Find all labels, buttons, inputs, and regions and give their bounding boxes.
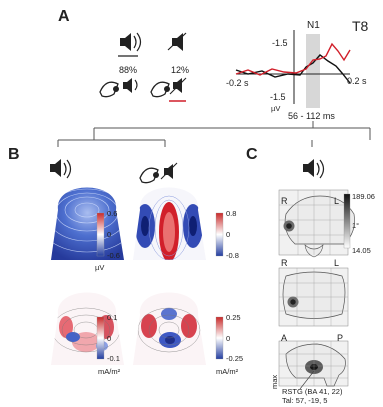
erp-title: N1: [307, 20, 320, 31]
speaker-icon: [120, 32, 142, 52]
erp-plot: [235, 30, 351, 108]
colorbar-d: [215, 316, 224, 360]
side-max-label: max: [270, 374, 279, 389]
speaker-muted-icon: [167, 32, 187, 51]
grayscale-bar: [343, 193, 351, 249]
slice-left-label: L: [334, 196, 340, 206]
n1-time-window: [306, 34, 320, 108]
erp-window-label: 56 - 112 ms: [288, 111, 335, 121]
brain-slice-axial: [278, 189, 355, 258]
erp-y-top: -1.5: [272, 38, 288, 48]
brain-slice-coronal: [278, 267, 349, 327]
colorbar-d-min: -0.25: [226, 354, 244, 363]
slice-right-label-2: R: [281, 258, 288, 268]
panel-a-label: A: [58, 8, 70, 25]
colorbar-b: [215, 212, 224, 257]
source-coords-label: Tal: 57, -19, 5: [282, 396, 328, 405]
speaker-icon: [303, 159, 325, 179]
colorbar-c-mid: 0: [107, 334, 112, 343]
colorbar-a-unit: µV: [95, 263, 105, 272]
speaker-icon: [50, 159, 72, 179]
panel-b-label: B: [8, 146, 20, 163]
gray-scale-max: 189.06: [352, 192, 375, 201]
colorbar-a-min: -0.6: [107, 251, 120, 260]
colorbar-b-mid: 0: [226, 230, 231, 239]
condition-tree: [57, 121, 371, 147]
callout-line: [299, 370, 315, 390]
topomap-sound-source: [51, 292, 124, 365]
topomap-omission-uv: [133, 187, 206, 260]
colorbar-c: [96, 316, 105, 360]
colorbar-b-max: 0.8: [226, 209, 237, 218]
slice-left-label-2: L: [334, 258, 340, 268]
hand-press-icon: [99, 78, 138, 98]
colorbar-a-max: 0.6: [107, 209, 118, 218]
colorbar-d-mid: 0: [226, 334, 231, 343]
erp-x-left: -0.2 s: [226, 78, 249, 88]
colorbar-a: [96, 212, 105, 257]
erp-trace-omission: [235, 42, 351, 76]
erp-unit: µV: [271, 104, 281, 113]
slice-right-label: R: [281, 196, 288, 206]
erp-channel: T8: [352, 18, 369, 34]
slice-anterior-label: A: [281, 333, 288, 343]
hand-press-icon: [150, 77, 187, 98]
topomap-sound-uv: [51, 187, 124, 260]
colorbar-d-max: 0.25: [226, 313, 241, 322]
source-region-label: RSTG (BA 41, 22): [282, 387, 343, 396]
gray-scale-min: 14.05: [352, 246, 371, 255]
colorbar-c-unit: mA/m²: [98, 367, 121, 376]
colorbar-d-unit: mA/m²: [216, 367, 239, 376]
topomap-omission-source: [133, 292, 206, 365]
erp-trace-sound: [235, 54, 351, 84]
percent-label-omission: 12%: [171, 65, 190, 75]
colorbar-a-mid: 0: [107, 230, 112, 239]
gray-scale-mid: 1°: [352, 221, 360, 230]
panel-a-stimulus-icons: [99, 32, 187, 102]
erp-x-right: 0.2 s: [347, 76, 367, 86]
colorbar-b-min: -0.8: [226, 251, 239, 260]
colorbar-c-max: 0.1: [107, 313, 118, 322]
erp-y-bottom: -1.5: [270, 92, 286, 102]
brain-slice-sagittal: [278, 340, 349, 387]
hand-press-icon: [139, 162, 178, 184]
panel-c-label: C: [246, 146, 258, 163]
colorbar-c-min: -0.1: [107, 354, 120, 363]
slice-posterior-label: P: [337, 333, 344, 343]
percent-label-sound: 88%: [119, 65, 138, 75]
